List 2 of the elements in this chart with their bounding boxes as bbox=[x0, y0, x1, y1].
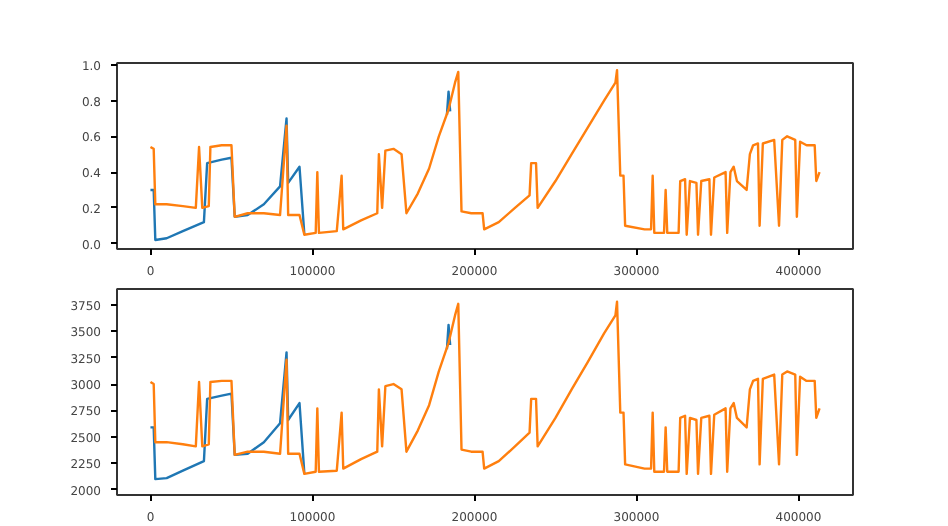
line-series bbox=[149, 300, 821, 476]
line-series bbox=[149, 68, 821, 236]
